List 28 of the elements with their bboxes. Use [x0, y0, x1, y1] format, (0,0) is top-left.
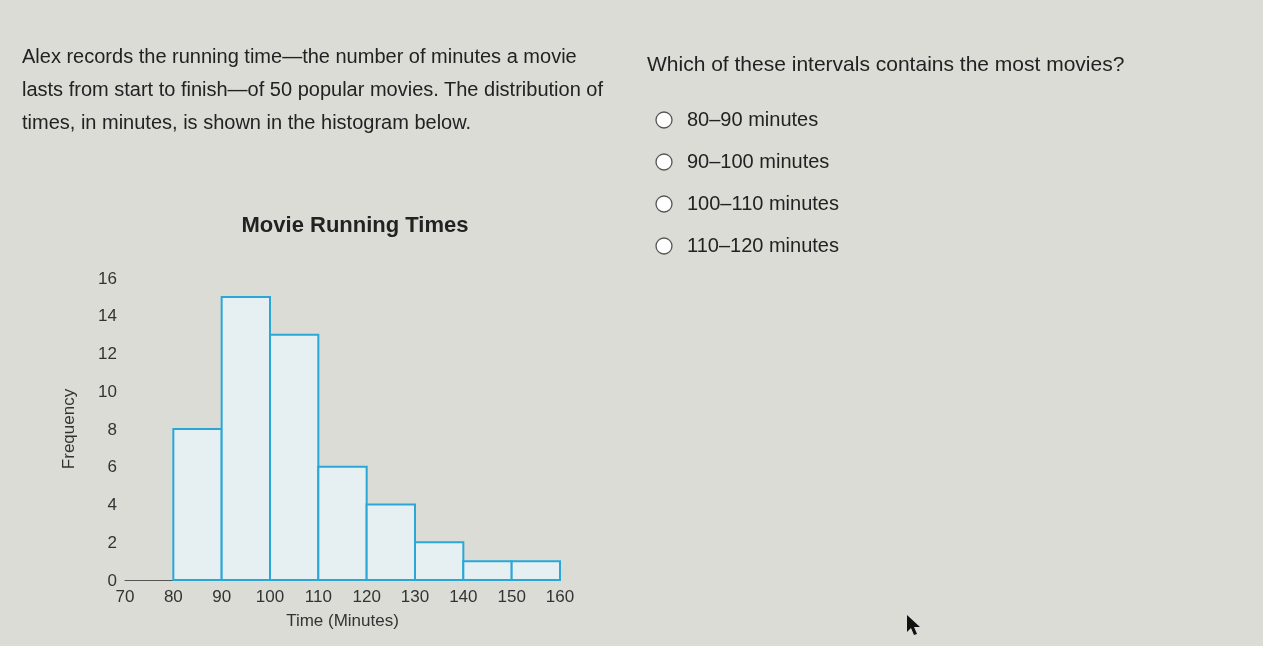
y-tick-label: 4: [107, 495, 117, 514]
text: Alex records the running time—the number of minutes a movie lasts from start to finish—of 50 popular movies. The distribution of times, in minutes, is shown in the histogram below.: [22, 44, 604, 135]
y-tick-label: 10: [98, 381, 117, 401]
x-axis-title: Time (Minutes): [286, 611, 399, 630]
y-tick-label: 12: [98, 344, 117, 363]
x-tick-label: 100: [255, 587, 285, 606]
x-tick-label: 130: [400, 587, 430, 606]
chart-title: Movie Running Times: [241, 211, 469, 237]
x-tick-label: 140: [449, 587, 478, 606]
text: 80–90 minutes: [687, 108, 819, 131]
y-tick-label: 8: [107, 419, 117, 439]
text: 100–110 minutes: [687, 192, 839, 215]
y-tick-label: 14: [98, 306, 117, 326]
text: 110–120 minutes: [687, 234, 839, 257]
x-tick-label: 90: [212, 587, 232, 606]
x-tick-label: 120: [352, 587, 381, 606]
x-tick-label: 80: [163, 587, 183, 606]
y-axis-title: Frequency: [59, 388, 78, 470]
y-tick-label: 2: [107, 532, 117, 552]
x-tick-label: 70: [115, 587, 135, 606]
text: 90–100 minutes: [687, 150, 830, 173]
text: Which of these intervals contains the most movies?: [647, 52, 1125, 76]
x-tick-label: 160: [545, 587, 575, 606]
y-tick-label: 16: [98, 268, 117, 288]
x-tick-label: 110: [304, 587, 332, 606]
x-tick-label: 150: [497, 587, 526, 606]
y-tick-label: 0: [107, 570, 117, 590]
y-tick-label: 6: [107, 457, 117, 477]
